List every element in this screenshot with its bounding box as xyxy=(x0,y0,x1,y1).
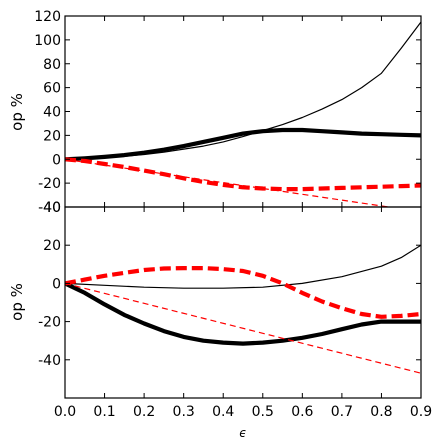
top-ytick-label: -40 xyxy=(38,200,61,216)
xtick-label: 0.1 xyxy=(93,404,115,420)
bottom-series-line-2 xyxy=(65,282,421,374)
bottom-axes-frame xyxy=(64,206,422,399)
bottom-ytick-label: -40 xyxy=(38,353,61,369)
bottom-ytick-label: 40 xyxy=(43,200,61,216)
top-ytick-label: -20 xyxy=(38,176,61,192)
xtick-label: 0.2 xyxy=(133,404,155,420)
xtick-label: 0.7 xyxy=(331,404,353,420)
top-ytick-label: 0 xyxy=(52,152,61,168)
top-ylabel: op % xyxy=(8,93,26,131)
x-axis-label: ϵ xyxy=(239,426,246,440)
xtick-label: 0.6 xyxy=(291,404,313,420)
xtick-label: 0.9 xyxy=(410,404,432,420)
top-ytick-label: 120 xyxy=(34,9,61,25)
top-ytick-label: 80 xyxy=(43,57,61,73)
xtick-label: 0.5 xyxy=(252,404,274,420)
bottom-series-group xyxy=(65,244,421,374)
bottom-series-line-3 xyxy=(65,266,421,319)
top-series-line-3 xyxy=(65,157,421,192)
xtick-label: 0.4 xyxy=(212,404,234,420)
top-ytick-label: 100 xyxy=(34,33,61,49)
bottom-series-line-1 xyxy=(65,281,421,346)
top-ytick-label: 20 xyxy=(43,128,61,144)
xtick-label: 0.8 xyxy=(370,404,392,420)
top-series-line-0 xyxy=(65,21,421,160)
top-ytick-label: 40 xyxy=(43,105,61,121)
bottom-ytick-label: -20 xyxy=(38,315,61,331)
bottom-series-line-0 xyxy=(65,244,421,289)
top-series-group xyxy=(65,21,421,207)
top-ytick-label: 60 xyxy=(43,81,61,97)
bottom-ytick-label: 20 xyxy=(43,238,61,254)
top-series-line-1 xyxy=(65,127,421,162)
xtick-label: 0.0 xyxy=(54,404,76,420)
bottom-panel: op % ϵ -40 -20 0 20 40 0.0 0.1 0.2 0.3 0.4 0.5 0.6 0… xyxy=(8,200,432,440)
top-axes-frame xyxy=(64,15,422,208)
top-panel: op % -40 -20 0 20 40 60 80 100 120 xyxy=(8,9,422,216)
bottom-ylabel: op % xyxy=(8,283,26,321)
bottom-ytick-label: 0 xyxy=(52,276,61,292)
xtick-label: 0.3 xyxy=(173,404,195,420)
